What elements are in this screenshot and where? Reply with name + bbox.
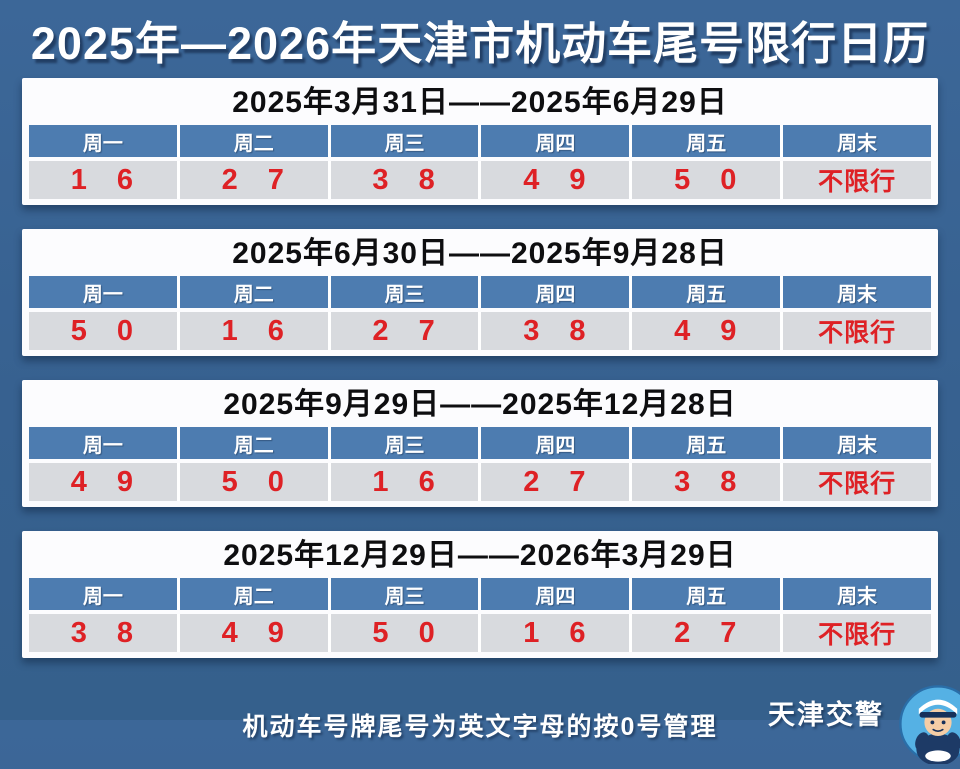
weekday-header-cell: 周一 xyxy=(29,276,177,308)
restriction-value-cell: 2 7 xyxy=(179,161,328,199)
restriction-value-cell: 2 7 xyxy=(632,614,781,652)
weekday-header-cell: 周四 xyxy=(481,125,630,157)
table-date-range: 2025年6月30日——2025年9月28日 xyxy=(232,237,728,270)
restriction-value-cell: 4 9 xyxy=(632,312,781,350)
restriction-value-cell: 4 9 xyxy=(179,614,328,652)
restriction-value-cell: 3 8 xyxy=(481,312,630,350)
restriction-value-cell: 1 6 xyxy=(330,463,479,501)
footer: 机动车号牌尾号为英文字母的按0号管理 天津交警 xyxy=(0,682,960,766)
weekday-header-row: 周一 周二 周三 周四 周五 周末 xyxy=(29,427,931,459)
restriction-value-cell: 3 8 xyxy=(632,463,781,501)
restriction-table-card-q1: 2025年3月31日——2025年6月29日 周一 周二 周三 周四 周五 周末… xyxy=(22,78,938,205)
weekday-header-cell: 周二 xyxy=(179,427,328,459)
weekday-header-cell: 周二 xyxy=(179,578,328,610)
weekday-header-cell: 周三 xyxy=(330,578,479,610)
restriction-values-row: 4 9 5 0 1 6 2 7 3 8 不限行 xyxy=(29,463,931,501)
brand-name: 天津交警 xyxy=(768,700,884,730)
restriction-value-cell: 1 6 xyxy=(29,161,177,199)
weekday-header-cell: 周五 xyxy=(632,276,781,308)
restriction-value-cell: 1 6 xyxy=(481,614,630,652)
restriction-value-cell: 不限行 xyxy=(783,614,931,652)
restriction-value-cell: 5 0 xyxy=(330,614,479,652)
page-title: 2025年—2026年天津市机动车尾号限行日历 xyxy=(30,17,930,69)
weekday-header-cell: 周五 xyxy=(632,427,781,459)
weekday-header-cell: 周末 xyxy=(783,125,931,157)
weekday-header-cell: 周三 xyxy=(330,427,479,459)
restriction-values-row: 1 6 2 7 3 8 4 9 5 0 不限行 xyxy=(29,161,931,199)
weekday-header-cell: 周一 xyxy=(29,578,177,610)
restriction-value-cell: 5 0 xyxy=(29,312,177,350)
restriction-value-cell: 3 8 xyxy=(29,614,177,652)
restriction-value-cell: 4 9 xyxy=(481,161,630,199)
weekday-header-row: 周一 周二 周三 周四 周五 周末 xyxy=(29,276,931,308)
weekday-header-cell: 周一 xyxy=(29,427,177,459)
weekday-header-cell: 周三 xyxy=(330,125,479,157)
weekday-header-row: 周一 周二 周三 周四 周五 周末 xyxy=(29,578,931,610)
weekday-header-cell: 周四 xyxy=(481,276,630,308)
weekday-header-cell: 周二 xyxy=(179,276,328,308)
weekday-header-cell: 周四 xyxy=(481,427,630,459)
table-date-range: 2025年3月31日——2025年6月29日 xyxy=(232,86,728,119)
weekday-header-row: 周一 周二 周三 周四 周五 周末 xyxy=(29,125,931,157)
restriction-value-cell: 不限行 xyxy=(783,312,931,350)
restriction-values-row: 3 8 4 9 5 0 1 6 2 7 不限行 xyxy=(29,614,931,652)
police-mascot-icon xyxy=(898,684,960,766)
restriction-table-card-q4: 2025年12月29日——2026年3月29日 周一 周二 周三 周四 周五 周… xyxy=(22,531,938,658)
restriction-value-cell: 5 0 xyxy=(179,463,328,501)
weekday-header-cell: 周末 xyxy=(783,276,931,308)
weekday-header-cell: 周五 xyxy=(632,578,781,610)
table-date-range: 2025年9月29日——2025年12月28日 xyxy=(223,388,737,421)
restriction-value-cell: 2 7 xyxy=(330,312,479,350)
weekday-header-cell: 周五 xyxy=(632,125,781,157)
weekday-header-cell: 周末 xyxy=(783,578,931,610)
table-date-range: 2025年12月29日——2026年3月29日 xyxy=(223,539,737,572)
weekday-header-cell: 周一 xyxy=(29,125,177,157)
restriction-value-cell: 不限行 xyxy=(783,463,931,501)
restriction-table-card-q3: 2025年9月29日——2025年12月28日 周一 周二 周三 周四 周五 周… xyxy=(22,380,938,507)
weekday-header-cell: 周二 xyxy=(179,125,328,157)
restriction-value-cell: 5 0 xyxy=(632,161,781,199)
restriction-value-cell: 2 7 xyxy=(481,463,630,501)
weekday-header-cell: 周四 xyxy=(481,578,630,610)
restriction-value-cell: 4 9 xyxy=(29,463,177,501)
weekday-header-cell: 周末 xyxy=(783,427,931,459)
weekday-header-cell: 周三 xyxy=(330,276,479,308)
restriction-value-cell: 不限行 xyxy=(783,161,931,199)
restriction-value-cell: 1 6 xyxy=(179,312,328,350)
restriction-table-card-q2: 2025年6月30日——2025年9月28日 周一 周二 周三 周四 周五 周末… xyxy=(22,229,938,356)
restriction-value-cell: 3 8 xyxy=(330,161,479,199)
restriction-values-row: 5 0 1 6 2 7 3 8 4 9 不限行 xyxy=(29,312,931,350)
